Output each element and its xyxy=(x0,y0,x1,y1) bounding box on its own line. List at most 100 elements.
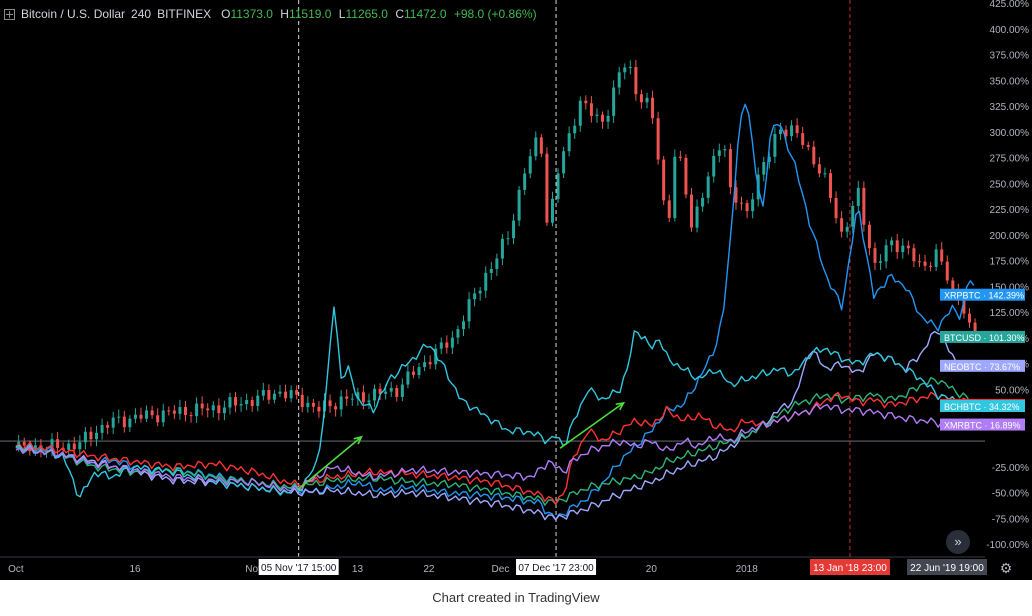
series-line-xrpbtc xyxy=(15,103,975,521)
candle-body-148 xyxy=(840,218,844,232)
candle-body-154 xyxy=(873,248,877,263)
candle-body-70 xyxy=(406,371,410,385)
candle-body-88 xyxy=(506,238,510,240)
time-tag-3 xyxy=(907,559,987,575)
candle-body-50 xyxy=(295,390,299,395)
candle-body-91 xyxy=(523,173,527,190)
candle-body-165 xyxy=(934,249,938,267)
candle-body-2 xyxy=(28,445,32,452)
time-tag-text-1: 07 Dec '17 23:00 xyxy=(518,563,594,574)
candle-body-117 xyxy=(667,200,671,218)
series-line-xmrbtc xyxy=(15,403,975,492)
y-tick-label: 300.00% xyxy=(990,128,1030,139)
candle-body-109 xyxy=(623,67,627,73)
candle-body-15 xyxy=(100,425,104,433)
candle-body-36 xyxy=(217,405,221,414)
candle-body-156 xyxy=(884,245,888,262)
candle-body-37 xyxy=(222,407,226,414)
candle-body-145 xyxy=(823,173,827,175)
y-tick-label: 350.00% xyxy=(990,76,1030,87)
candle-body-38 xyxy=(228,397,232,408)
candle-body-121 xyxy=(689,194,693,228)
candle-body-162 xyxy=(917,261,921,263)
candle-body-41 xyxy=(245,400,249,405)
candle-body-112 xyxy=(639,94,643,103)
candle-body-63 xyxy=(367,400,371,403)
candle-body-130 xyxy=(740,202,744,204)
y-tick-label: 250.00% xyxy=(990,179,1030,190)
candle-body-86 xyxy=(495,258,499,269)
candle-body-119 xyxy=(678,156,682,158)
candle-body-127 xyxy=(723,149,727,151)
candle-body-48 xyxy=(284,391,288,399)
y-tick-label: 125.00% xyxy=(990,308,1030,319)
chart-canvas[interactable]: -100.00%-75.00%-50.00%-25.00%50.00%75.00… xyxy=(0,0,1032,580)
candle-body-59 xyxy=(345,396,349,399)
series-tag-bchbtc xyxy=(940,400,1025,413)
scroll-to-realtime-button[interactable]: » xyxy=(946,530,970,554)
candle-body-106 xyxy=(606,115,610,122)
candle-body-6 xyxy=(50,439,54,450)
candle-body-111 xyxy=(634,67,638,95)
candle-body-134 xyxy=(762,162,766,175)
time-tag-text-0: 05 Nov '17 15:00 xyxy=(261,563,337,574)
candle-body-20 xyxy=(128,418,132,428)
candle-body-105 xyxy=(601,114,605,122)
candle-body-146 xyxy=(828,173,832,199)
candle-body-5 xyxy=(44,449,48,452)
symbol-exchange: BITFINEX xyxy=(157,7,212,21)
candle-body-98 xyxy=(562,151,566,174)
symbol-title[interactable]: Bitcoin / U.S. Dollar xyxy=(21,7,126,21)
candle-body-31 xyxy=(189,415,193,417)
x-tick-label: 13 xyxy=(352,564,364,575)
chart-panel[interactable]: -100.00%-75.00%-50.00%-25.00%50.00%75.00… xyxy=(0,0,1032,580)
candle-body-28 xyxy=(172,410,176,414)
x-tick-label: 20 xyxy=(646,564,658,575)
candle-body-71 xyxy=(411,371,415,375)
candle-body-54 xyxy=(317,406,321,412)
candle-body-47 xyxy=(278,391,282,394)
time-axis xyxy=(0,557,1032,580)
y-tick-label: 325.00% xyxy=(990,102,1030,113)
candle-body-132 xyxy=(751,199,755,212)
candle-body-16 xyxy=(106,425,110,428)
candle-body-167 xyxy=(945,261,949,281)
candle-body-168 xyxy=(951,280,955,291)
annotation-arrowhead-0 xyxy=(353,435,363,445)
candle-body-118 xyxy=(673,156,677,218)
candle-body-137 xyxy=(778,129,782,135)
y-tick-label: 175.00% xyxy=(990,257,1030,268)
candle-body-97 xyxy=(556,173,560,199)
candle-body-21 xyxy=(133,414,137,419)
candle-body-73 xyxy=(423,362,427,368)
y-tick-label: 375.00% xyxy=(990,51,1030,62)
x-tick-label: Oct xyxy=(8,564,24,575)
candle-body-155 xyxy=(879,261,883,263)
series-line-ltcbtc xyxy=(15,391,975,505)
candle-body-23 xyxy=(145,410,149,419)
candle-body-153 xyxy=(867,224,871,249)
candle-body-166 xyxy=(940,249,944,262)
candle-body-11 xyxy=(78,442,82,450)
candle-body-58 xyxy=(339,396,343,410)
candle-body-143 xyxy=(812,146,816,165)
symbol-interval[interactable]: 240 xyxy=(131,7,152,21)
candle-body-3 xyxy=(33,445,37,452)
candle-body-72 xyxy=(417,367,421,375)
series-tag-text-bchbtc: BCHBTC · 34.32% xyxy=(944,402,1020,412)
low-key: L xyxy=(338,7,346,21)
collapse-plus-icon[interactable] xyxy=(4,8,15,20)
candle-body-135 xyxy=(767,156,771,163)
x-tick-label: 16 xyxy=(129,564,141,575)
candle-body-114 xyxy=(651,97,655,119)
candle-body-124 xyxy=(706,176,710,198)
candle-body-172 xyxy=(973,322,977,334)
symbol-header: Bitcoin / U.S. Dollar 240 BITFINEX O1137… xyxy=(4,5,537,23)
candle-body-32 xyxy=(195,403,199,417)
candle-body-131 xyxy=(745,203,749,212)
candle-body-24 xyxy=(150,410,154,416)
candle-body-152 xyxy=(862,187,866,225)
candle-body-113 xyxy=(645,97,649,103)
settings-button[interactable]: ⚙ xyxy=(998,560,1014,576)
x-tick-label: 2018 xyxy=(736,564,759,575)
